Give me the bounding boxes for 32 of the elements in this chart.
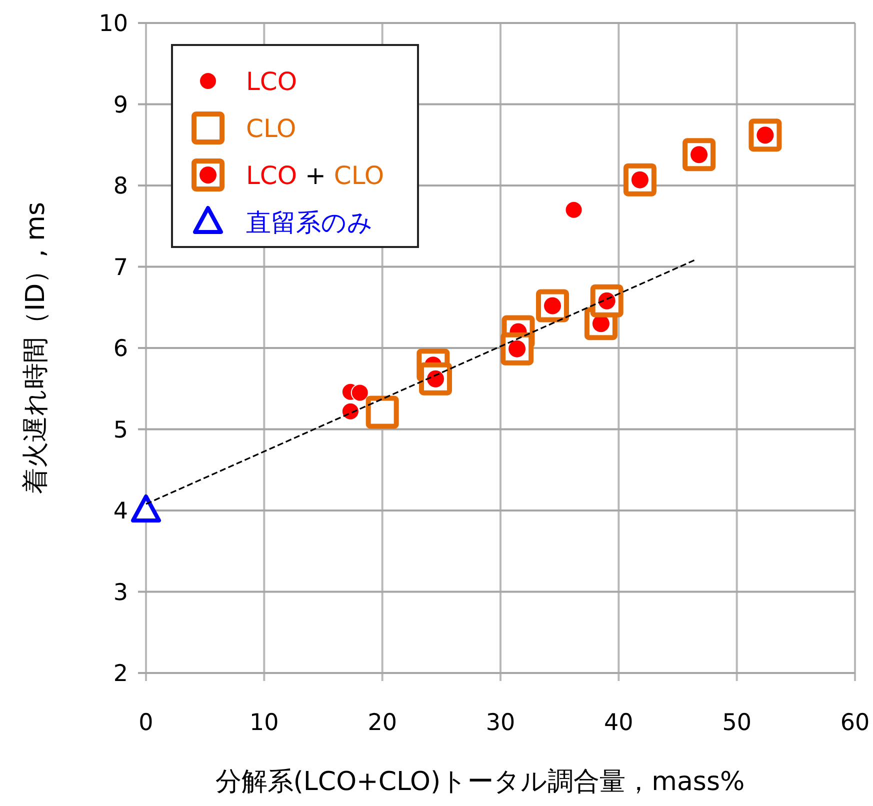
point	[419, 362, 452, 396]
x-tick-label: 20	[368, 710, 397, 736]
point	[350, 384, 369, 402]
legend-label: LCO	[246, 67, 298, 96]
y-tick-label: 10	[98, 11, 128, 37]
point	[682, 138, 716, 172]
y-tick-label: 9	[113, 92, 128, 118]
x-tick-label: 50	[722, 710, 752, 736]
point	[623, 163, 656, 196]
x-tick-label: 60	[840, 710, 870, 736]
point	[748, 118, 782, 152]
legend-label: LCO + CLO	[246, 161, 384, 190]
legend-label: CLO	[246, 114, 296, 143]
point	[500, 332, 534, 366]
y-tick-label: 7	[113, 254, 128, 281]
y-axis-title: 着火遅れ時間（ID）, ms	[21, 202, 51, 494]
y-tick-label: 6	[113, 336, 128, 362]
x-tick-label: 0	[138, 710, 154, 736]
legend-label: 直留系のみ	[246, 208, 373, 237]
point	[341, 402, 360, 420]
y-tick-label: 4	[113, 498, 128, 524]
point	[590, 284, 624, 318]
point	[564, 200, 583, 219]
y-tick-label: 5	[113, 417, 128, 444]
x-axis-title: 分解系(LCO+CLO)トータル調合量，mass%	[215, 767, 745, 797]
x-tick-label: 10	[250, 710, 279, 736]
point	[536, 289, 569, 322]
x-tick-label: 40	[604, 710, 634, 736]
y-tick-label: 3	[113, 580, 128, 606]
x-tick-label: 30	[486, 710, 516, 736]
y-tick-label: 2	[113, 661, 128, 687]
y-tick-label: 8	[113, 174, 128, 200]
